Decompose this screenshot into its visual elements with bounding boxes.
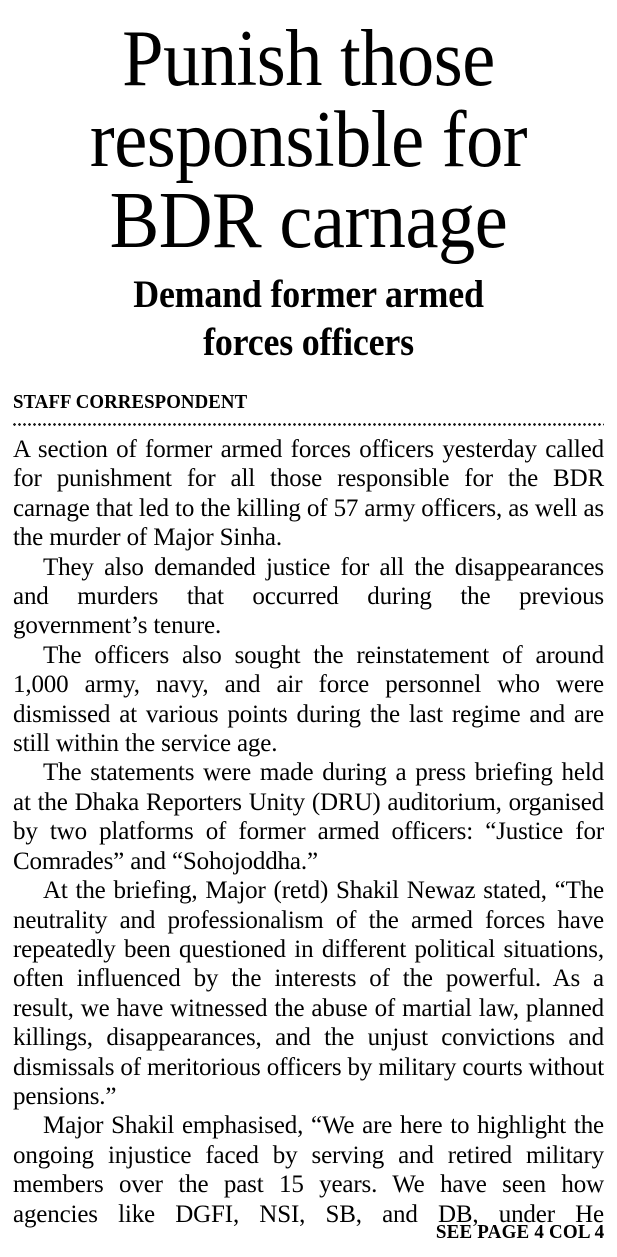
article-paragraph: They also demanded justice for all the d…	[13, 553, 604, 640]
dotted-rule-divider	[13, 423, 604, 426]
article-paragraph: The officers also sought the reinstateme…	[13, 641, 604, 758]
byline-block: STAFF CORRESPONDENT	[13, 367, 604, 426]
article-body: A section of former armed forces officer…	[13, 426, 604, 1229]
article-paragraph: The statements were made during a press …	[13, 759, 604, 875]
article-paragraph: A section of former armed forces officer…	[13, 436, 604, 552]
article-paragraph: At the briefing, Major (retd) Shakil New…	[13, 877, 605, 1110]
article-paragraph: Major Shakil emphasised, “We are here to…	[13, 1112, 604, 1228]
article-subheadline: Demand former armed forces officers	[133, 273, 484, 364]
article-byline: STAFF CORRESPONDENT	[13, 391, 248, 413]
article-headline: Punish those responsible for BDR carnage	[89, 15, 528, 265]
continuation-note: SEE PAGE 4 COL 4	[435, 1221, 604, 1243]
